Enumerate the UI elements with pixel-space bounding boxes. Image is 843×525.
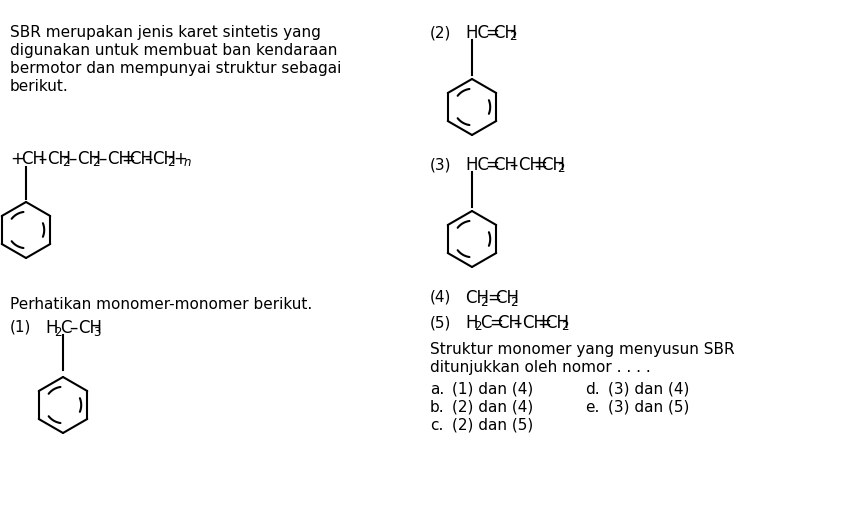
Text: CH: CH bbox=[152, 150, 176, 168]
Text: (5): (5) bbox=[430, 315, 451, 330]
Text: CH: CH bbox=[21, 150, 45, 168]
Text: CH: CH bbox=[522, 314, 546, 332]
Text: b.: b. bbox=[430, 400, 444, 415]
Text: +: + bbox=[173, 150, 187, 168]
Text: 3: 3 bbox=[93, 326, 100, 339]
Text: CH: CH bbox=[78, 319, 102, 337]
Text: HC: HC bbox=[465, 24, 489, 42]
Text: CH: CH bbox=[495, 289, 519, 307]
Text: CH: CH bbox=[129, 150, 153, 168]
Text: 2: 2 bbox=[510, 296, 518, 309]
Text: CH: CH bbox=[107, 150, 131, 168]
Text: a.: a. bbox=[430, 382, 444, 397]
Text: SBR merupakan jenis karet sintetis yang: SBR merupakan jenis karet sintetis yang bbox=[10, 25, 321, 40]
Text: 2: 2 bbox=[167, 156, 175, 170]
Text: bermotor dan mempunyai struktur sebagai: bermotor dan mempunyai struktur sebagai bbox=[10, 61, 341, 76]
Text: =: = bbox=[537, 314, 550, 332]
Text: 2: 2 bbox=[54, 326, 62, 339]
Text: –: – bbox=[513, 314, 521, 332]
Text: (1): (1) bbox=[10, 320, 31, 335]
Text: =: = bbox=[485, 24, 499, 42]
Text: C: C bbox=[60, 319, 72, 337]
Text: c.: c. bbox=[430, 418, 443, 433]
Text: CH: CH bbox=[541, 156, 565, 174]
Text: digunakan untuk membuat ban kendaraan: digunakan untuk membuat ban kendaraan bbox=[10, 43, 337, 58]
Text: –: – bbox=[38, 150, 46, 168]
Text: =: = bbox=[485, 156, 499, 174]
Text: –: – bbox=[144, 150, 153, 168]
Text: CH: CH bbox=[497, 314, 521, 332]
Text: (3) dan (4): (3) dan (4) bbox=[608, 382, 690, 397]
Text: 2: 2 bbox=[509, 30, 517, 44]
Text: –: – bbox=[69, 319, 78, 337]
Text: CH: CH bbox=[47, 150, 71, 168]
Text: C: C bbox=[480, 314, 491, 332]
Text: CH: CH bbox=[518, 156, 542, 174]
Text: (4): (4) bbox=[430, 290, 451, 305]
Text: (1) dan (4): (1) dan (4) bbox=[452, 382, 534, 397]
Text: CH: CH bbox=[493, 156, 517, 174]
Text: CH: CH bbox=[493, 24, 517, 42]
Text: –: – bbox=[509, 156, 518, 174]
Text: Perhatikan monomer-monomer berikut.: Perhatikan monomer-monomer berikut. bbox=[10, 297, 312, 312]
Text: (3): (3) bbox=[430, 157, 452, 172]
Text: H: H bbox=[45, 319, 57, 337]
Text: =: = bbox=[487, 289, 501, 307]
Text: 2: 2 bbox=[557, 163, 565, 175]
Text: =: = bbox=[489, 314, 503, 332]
Text: ditunjukkan oleh nomor . . . .: ditunjukkan oleh nomor . . . . bbox=[430, 360, 651, 375]
Text: berikut.: berikut. bbox=[10, 79, 69, 94]
Text: =: = bbox=[533, 156, 547, 174]
Text: CH: CH bbox=[77, 150, 101, 168]
Text: e.: e. bbox=[585, 400, 599, 415]
Text: CH: CH bbox=[545, 314, 569, 332]
Text: –: – bbox=[68, 150, 77, 168]
Text: (2) dan (5): (2) dan (5) bbox=[452, 418, 534, 433]
Text: n: n bbox=[184, 156, 191, 170]
Text: (3) dan (5): (3) dan (5) bbox=[608, 400, 690, 415]
Text: 2: 2 bbox=[480, 296, 487, 309]
Text: 2: 2 bbox=[62, 156, 69, 170]
Text: HC: HC bbox=[465, 156, 489, 174]
Text: Struktur monomer yang menyusun SBR: Struktur monomer yang menyusun SBR bbox=[430, 342, 734, 357]
Text: H: H bbox=[465, 314, 477, 332]
Text: 2: 2 bbox=[561, 320, 568, 333]
Text: d.: d. bbox=[585, 382, 599, 397]
Text: +: + bbox=[10, 150, 24, 168]
Text: 2: 2 bbox=[92, 156, 99, 170]
Text: 2: 2 bbox=[474, 320, 481, 333]
Text: =: = bbox=[121, 150, 135, 168]
Text: CH: CH bbox=[465, 289, 489, 307]
Text: (2) dan (4): (2) dan (4) bbox=[452, 400, 534, 415]
Text: (2): (2) bbox=[430, 25, 451, 40]
Text: –: – bbox=[98, 150, 106, 168]
